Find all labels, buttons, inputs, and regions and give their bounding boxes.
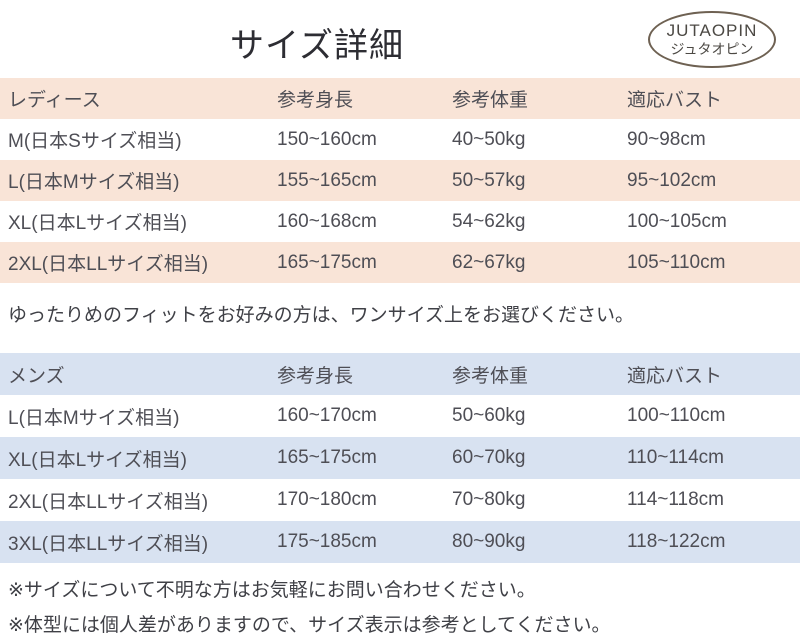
footnote-body-type: ※体型には個人差がありますので、サイズ表示は参考としてください。 [8, 615, 611, 636]
size-label: XL(日本Lサイズ相当) [8, 213, 187, 234]
table-row: XL(日本Lサイズ相当) 165~175cm 60~70kg 110~114cm [0, 437, 800, 479]
table-row: 2XL(日本LLサイズ相当) 165~175cm 62~67kg 105~110… [0, 242, 800, 283]
table-row: L(日本Mサイズ相当) 160~170cm 50~60kg 100~110cm [0, 395, 800, 437]
brand-name: JUTAOPIN [666, 21, 758, 41]
bust-value: 100~110cm [627, 405, 726, 426]
size-label: XL(日本Lサイズ相当) [8, 449, 187, 471]
bust-value: 105~110cm [627, 251, 726, 273]
column-header-height: 参考身長 [277, 90, 354, 111]
bust-value: 118~122cm [627, 531, 726, 552]
page-title: サイズ詳細 [230, 27, 404, 65]
column-header-ladies: レディース [8, 90, 101, 111]
size-label: L(日本Mサイズ相当) [8, 407, 180, 429]
bust-value: 95~102cm [627, 169, 717, 191]
footnote-size-inquiry: ※サイズについて不明な方はお気軽にお問い合わせください。 [8, 580, 536, 601]
weight-value: 70~80kg [452, 489, 526, 510]
mens-header-row: メンズ 参考身長 参考体重 適応バスト [0, 353, 800, 395]
height-value: 175~185cm [277, 531, 377, 552]
bust-value: 114~118cm [627, 489, 725, 510]
mens-size-table: メンズ 参考身長 参考体重 適応バスト L(日本Mサイズ相当) 160~170c… [0, 353, 800, 563]
weight-value: 60~70kg [452, 447, 526, 468]
height-value: 170~180cm [277, 489, 377, 510]
table-row: 3XL(日本LLサイズ相当) 175~185cm 80~90kg 118~122… [0, 521, 800, 563]
brand-logo: JUTAOPIN ジュタオピン [648, 11, 776, 68]
table-row: M(日本Sサイズ相当) 150~160cm 40~50kg 90~98cm [0, 119, 800, 160]
column-header-bust: 適応バスト [627, 365, 723, 387]
weight-value: 62~67kg [452, 251, 526, 273]
bust-value: 100~105cm [627, 210, 727, 232]
column-header-bust: 適応バスト [627, 90, 723, 111]
fit-advice-note: ゆったりめのフィットをお好みの方は、ワンサイズ上をお選びください。 [8, 305, 635, 326]
size-label: 2XL(日本LLサイズ相当) [8, 254, 209, 275]
column-header-weight: 参考体重 [452, 90, 529, 111]
column-header-weight: 参考体重 [452, 365, 529, 387]
table-row: L(日本Mサイズ相当) 155~165cm 50~57kg 95~102cm [0, 160, 800, 201]
size-label: 3XL(日本LLサイズ相当) [8, 533, 209, 555]
weight-value: 50~60kg [452, 405, 526, 426]
ladies-header-row: レディース 参考身長 参考体重 適応バスト [0, 78, 800, 119]
height-value: 160~170cm [277, 405, 377, 426]
bust-value: 90~98cm [627, 128, 706, 150]
size-label: M(日本Sサイズ相当) [8, 131, 182, 152]
size-label: 2XL(日本LLサイズ相当) [8, 491, 209, 513]
height-value: 150~160cm [277, 128, 377, 150]
height-value: 160~168cm [277, 210, 377, 232]
column-header-height: 参考身長 [277, 365, 354, 387]
table-row: XL(日本Lサイズ相当) 160~168cm 54~62kg 100~105cm [0, 201, 800, 242]
column-header-mens: メンズ [8, 365, 65, 387]
height-value: 165~175cm [277, 251, 377, 273]
weight-value: 80~90kg [452, 531, 526, 552]
weight-value: 40~50kg [452, 128, 526, 150]
ladies-size-table: レディース 参考身長 参考体重 適応バスト M(日本Sサイズ相当) 150~16… [0, 78, 800, 283]
weight-value: 50~57kg [452, 169, 526, 191]
weight-value: 54~62kg [452, 210, 526, 232]
brand-name-kana: ジュタオピン [670, 40, 754, 57]
table-row: 2XL(日本LLサイズ相当) 170~180cm 70~80kg 114~118… [0, 479, 800, 521]
height-value: 155~165cm [277, 169, 377, 191]
height-value: 165~175cm [277, 447, 377, 468]
size-label: L(日本Mサイズ相当) [8, 172, 180, 193]
bust-value: 110~114cm [627, 447, 725, 468]
